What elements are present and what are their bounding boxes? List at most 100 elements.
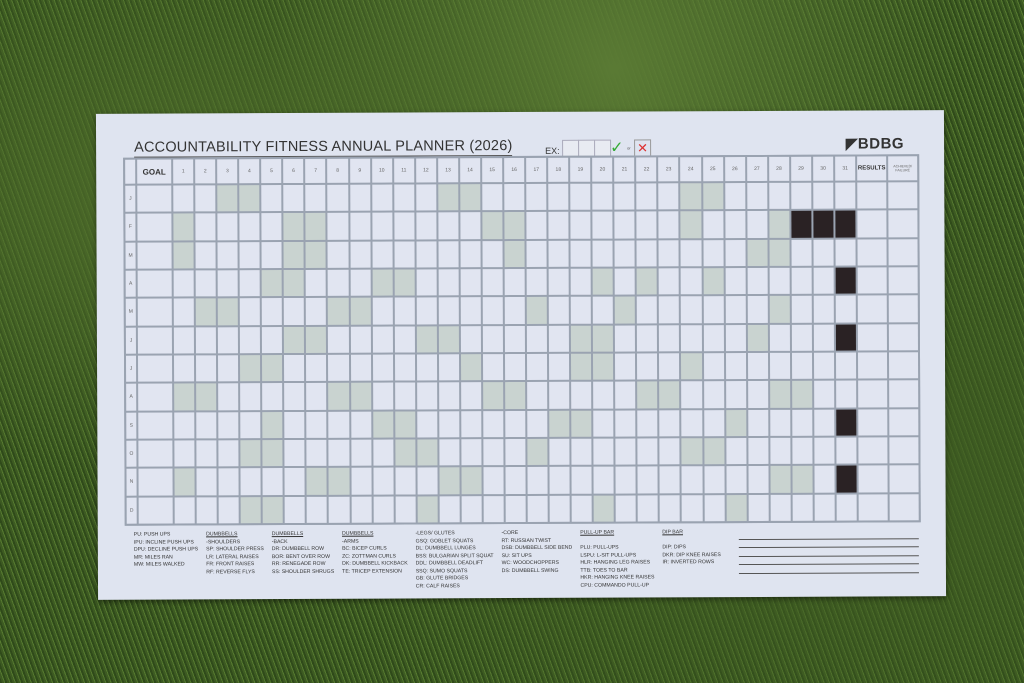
day-cell[interactable]	[328, 298, 349, 325]
day-cell[interactable]	[791, 182, 812, 210]
day-cell[interactable]	[791, 239, 812, 266]
day-cell[interactable]	[460, 269, 481, 296]
day-cell[interactable]	[306, 354, 327, 382]
day-cell[interactable]	[659, 296, 680, 324]
day-cell[interactable]	[637, 466, 659, 494]
day-cell[interactable]	[526, 268, 547, 296]
day-cell[interactable]	[637, 353, 658, 380]
day-cell[interactable]	[813, 182, 834, 210]
achieved-cell[interactable]	[888, 238, 918, 266]
goal-cell[interactable]	[138, 440, 173, 467]
day-cell[interactable]	[483, 467, 504, 494]
day-cell[interactable]	[482, 325, 503, 353]
day-cell[interactable]	[593, 438, 614, 466]
day-cell[interactable]	[636, 240, 658, 267]
day-cell[interactable]	[725, 353, 746, 380]
day-cell[interactable]	[835, 352, 857, 379]
day-cell[interactable]	[349, 212, 371, 240]
day-cell[interactable]	[770, 437, 791, 465]
day-cell[interactable]	[328, 354, 349, 382]
day-cell[interactable]	[240, 496, 261, 524]
day-cell[interactable]	[747, 296, 768, 323]
day-cell[interactable]	[526, 240, 547, 267]
day-cell[interactable]	[350, 297, 371, 325]
day-cell[interactable]	[306, 468, 328, 495]
day-cell[interactable]	[483, 382, 504, 409]
day-cell[interactable]	[615, 353, 636, 380]
day-cell[interactable]	[814, 465, 835, 493]
day-cell[interactable]	[349, 184, 370, 212]
day-cell[interactable]	[372, 297, 393, 325]
goal-cell[interactable]	[137, 298, 172, 326]
day-cell[interactable]	[593, 495, 615, 522]
day-cell[interactable]	[703, 381, 724, 408]
day-cell[interactable]	[748, 494, 769, 522]
day-cell[interactable]	[218, 496, 239, 524]
day-cell[interactable]	[416, 411, 438, 438]
day-cell[interactable]	[615, 381, 636, 409]
day-cell[interactable]	[592, 268, 614, 296]
day-cell[interactable]	[770, 494, 791, 521]
day-cell[interactable]	[703, 324, 724, 352]
day-cell[interactable]	[284, 411, 305, 439]
day-cell[interactable]	[173, 327, 195, 354]
day-cell[interactable]	[174, 383, 195, 411]
day-cell[interactable]	[306, 326, 327, 353]
day-cell[interactable]	[836, 494, 857, 521]
day-cell[interactable]	[306, 439, 327, 467]
day-cell[interactable]	[483, 410, 504, 438]
day-cell[interactable]	[395, 467, 416, 495]
day-cell[interactable]	[196, 383, 217, 411]
day-cell[interactable]	[659, 409, 680, 437]
day-cell[interactable]	[482, 212, 503, 239]
day-cell[interactable]	[769, 267, 790, 295]
day-cell[interactable]	[372, 241, 393, 268]
achieved-cell[interactable]	[889, 380, 919, 408]
day-cell[interactable]	[504, 183, 525, 211]
day-cell[interactable]	[306, 269, 327, 297]
day-cell[interactable]	[792, 466, 813, 493]
day-cell[interactable]	[636, 183, 657, 210]
day-cell[interactable]	[372, 382, 393, 410]
day-cell[interactable]	[680, 211, 702, 238]
day-cell[interactable]	[681, 438, 703, 465]
day-cell[interactable]	[261, 241, 282, 269]
day-cell[interactable]	[196, 468, 217, 496]
day-cell[interactable]	[769, 211, 790, 238]
day-cell[interactable]	[417, 496, 438, 523]
day-cell[interactable]	[614, 183, 635, 210]
day-cell[interactable]	[461, 410, 482, 438]
day-cell[interactable]	[724, 211, 746, 238]
day-cell[interactable]	[174, 497, 195, 524]
day-cell[interactable]	[218, 383, 239, 410]
day-cell[interactable]	[747, 267, 768, 295]
day-cell[interactable]	[283, 269, 305, 297]
day-cell[interactable]	[747, 352, 768, 380]
day-cell[interactable]	[505, 467, 526, 494]
day-cell[interactable]	[548, 183, 569, 211]
day-cell[interactable]	[527, 438, 548, 466]
day-cell[interactable]	[239, 241, 260, 269]
day-cell[interactable]	[372, 269, 393, 296]
goal-cell[interactable]	[138, 497, 173, 524]
day-cell[interactable]	[173, 213, 194, 241]
day-cell[interactable]	[372, 326, 393, 353]
day-cell[interactable]	[548, 268, 569, 296]
day-cell[interactable]	[725, 268, 746, 295]
day-cell[interactable]	[680, 239, 702, 267]
day-cell[interactable]	[769, 324, 790, 351]
day-cell[interactable]	[328, 439, 349, 467]
day-cell[interactable]	[438, 354, 459, 381]
day-cell[interactable]	[791, 352, 812, 380]
day-cell[interactable]	[195, 326, 217, 354]
day-cell[interactable]	[394, 269, 415, 296]
day-cell[interactable]	[305, 184, 326, 212]
day-cell[interactable]	[173, 270, 194, 297]
day-cell[interactable]	[328, 269, 349, 297]
day-cell[interactable]	[417, 467, 438, 495]
results-cell[interactable]	[857, 239, 887, 266]
day-cell[interactable]	[659, 466, 681, 494]
day-cell[interactable]	[614, 240, 635, 267]
day-cell[interactable]	[571, 325, 592, 352]
day-cell[interactable]	[680, 183, 701, 210]
